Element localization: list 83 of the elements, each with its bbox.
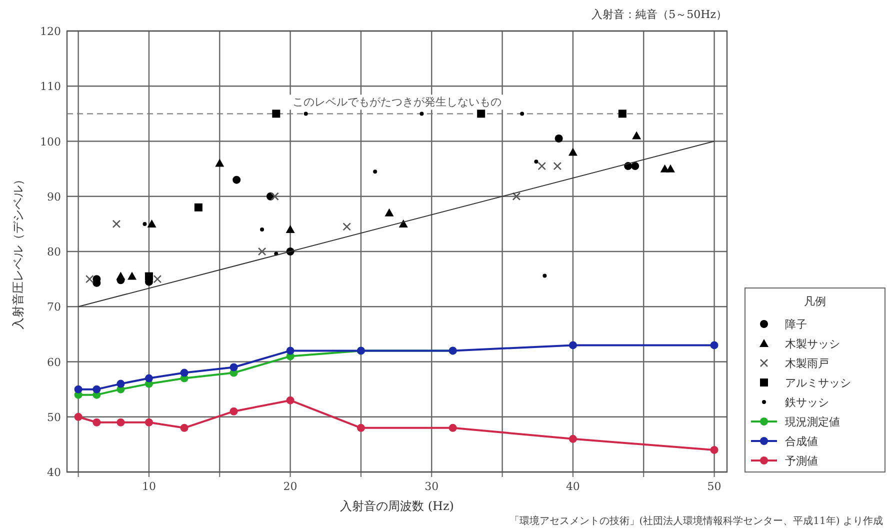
point	[260, 227, 264, 232]
y-tick-label: 70	[47, 300, 61, 314]
point	[420, 112, 424, 116]
point	[92, 418, 101, 426]
x-tick-label: 50	[707, 480, 722, 493]
ref-line-label: このレベルでもがたつきが発生しないもの	[292, 96, 502, 109]
point	[270, 192, 279, 201]
point	[520, 112, 524, 116]
point	[542, 274, 547, 278]
legend-label: 木製サッシ	[785, 338, 840, 350]
y-tick-label: 110	[40, 80, 61, 94]
point	[710, 341, 718, 350]
point	[373, 170, 378, 174]
point	[554, 134, 563, 142]
point	[286, 224, 295, 233]
x-tick-label: 40	[566, 480, 580, 493]
point	[116, 418, 125, 426]
point	[286, 396, 294, 404]
x-axis-title: 入射音の周波数 (Hz)	[340, 499, 454, 513]
point	[631, 162, 640, 170]
point	[215, 158, 224, 167]
point	[112, 220, 121, 228]
point	[618, 110, 626, 118]
legend-label: 障子	[785, 318, 807, 331]
point	[147, 219, 156, 228]
point	[128, 272, 137, 280]
legend-label: 予測値	[785, 454, 818, 468]
legend-title: 凡例	[804, 295, 826, 308]
y-tick-label: 90	[47, 190, 61, 204]
x-tick-label: 20	[283, 480, 298, 493]
point	[553, 162, 562, 170]
chart-title: 入射音：純音（5～50Hz）	[592, 8, 727, 21]
point	[74, 385, 82, 394]
x-tick-label: 10	[142, 480, 156, 493]
point	[230, 407, 238, 416]
x-tick-label: 30	[424, 480, 439, 493]
y-tick-label: 120	[40, 25, 61, 38]
legend-label: アルミサッシ	[785, 376, 851, 390]
point	[116, 272, 126, 280]
point	[568, 148, 578, 156]
point	[512, 192, 521, 201]
legend-label: 現況測定値	[785, 416, 840, 428]
point	[258, 247, 266, 256]
point	[342, 222, 351, 231]
point	[538, 162, 546, 170]
point	[666, 164, 675, 172]
y-tick-label: 50	[47, 410, 61, 424]
point	[153, 274, 162, 284]
point	[384, 208, 394, 216]
point	[116, 380, 125, 388]
point	[534, 160, 538, 164]
point	[356, 424, 365, 432]
text: 「環境アセスメントの技術」(社団法人環境情報科学センター、平成11年) より作成	[509, 515, 883, 527]
point	[448, 424, 457, 432]
y-tick-label: 80	[47, 246, 61, 258]
point	[85, 274, 94, 284]
point	[144, 374, 153, 382]
point	[180, 368, 188, 377]
point	[710, 446, 718, 454]
point	[194, 203, 202, 212]
legend-label: 木製雨戸	[785, 357, 829, 370]
y-tick-label: 40	[47, 466, 61, 479]
point	[180, 424, 188, 432]
y-axis-title: 入射音圧レベル（デシベル）	[11, 174, 25, 330]
point	[286, 346, 294, 355]
point	[398, 219, 408, 228]
point	[144, 418, 153, 426]
point	[74, 412, 82, 421]
point	[632, 131, 642, 140]
point	[477, 110, 486, 118]
y-tick-label: 60	[47, 356, 61, 369]
legend-label: 合成値	[785, 435, 818, 448]
point	[230, 363, 238, 372]
point	[568, 434, 577, 443]
point	[142, 222, 147, 226]
point	[568, 341, 577, 350]
legend-label: 鉄サッシ	[785, 396, 829, 409]
point	[272, 110, 280, 118]
y-tick-label: 100	[40, 135, 61, 148]
point	[232, 176, 241, 184]
point	[304, 112, 308, 116]
point	[144, 272, 153, 280]
point	[92, 385, 101, 394]
